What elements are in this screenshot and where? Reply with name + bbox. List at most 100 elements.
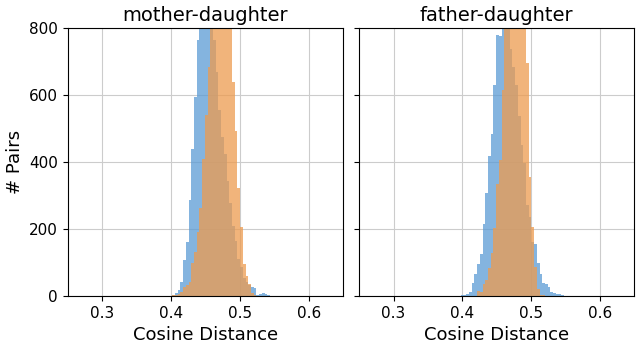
Bar (186, 285, 189, 296)
Bar (196, 232, 200, 296)
Bar (534, 244, 537, 296)
Bar (227, 181, 229, 296)
Bar (200, 6, 202, 296)
Bar (499, 36, 502, 296)
Bar (480, 293, 483, 296)
Bar (477, 291, 480, 296)
Y-axis label: # Pairs: # Pairs (6, 130, 24, 194)
Bar (461, 295, 463, 296)
Bar (483, 285, 485, 296)
Bar (504, 12, 507, 296)
Bar (504, 28, 507, 296)
Bar (243, 278, 246, 296)
Bar (509, 49, 513, 296)
Bar (207, 68, 211, 296)
Bar (213, 0, 216, 296)
Bar (213, 40, 216, 296)
Bar (515, 85, 518, 296)
Bar (235, 131, 237, 296)
Bar (477, 264, 480, 296)
X-axis label: Cosine Distance: Cosine Distance (133, 327, 278, 344)
Bar (211, 28, 213, 296)
Bar (227, 0, 229, 296)
Bar (229, 203, 232, 296)
Bar (178, 294, 180, 296)
Bar (237, 259, 240, 296)
Bar (172, 295, 175, 296)
Bar (218, 110, 221, 296)
Bar (224, 0, 227, 296)
Bar (524, 0, 526, 296)
Bar (540, 274, 542, 296)
Bar (205, 0, 207, 296)
Bar (268, 295, 270, 296)
Bar (232, 82, 235, 296)
Bar (251, 287, 253, 296)
Bar (232, 226, 235, 296)
Bar (259, 294, 262, 296)
Bar (515, 0, 518, 296)
Bar (488, 156, 491, 296)
Bar (496, 184, 499, 296)
X-axis label: Cosine Distance: Cosine Distance (424, 327, 570, 344)
Bar (524, 163, 526, 296)
Bar (248, 285, 251, 296)
Bar (561, 295, 564, 296)
Bar (246, 276, 248, 296)
Bar (207, 15, 211, 296)
Bar (248, 284, 251, 296)
Bar (545, 285, 548, 296)
Bar (513, 67, 515, 296)
Bar (537, 289, 540, 296)
Bar (240, 227, 243, 296)
Bar (183, 260, 186, 296)
Bar (491, 253, 493, 296)
Bar (221, 136, 224, 296)
Bar (548, 287, 550, 296)
Bar (518, 116, 520, 296)
Bar (559, 294, 561, 296)
Bar (526, 63, 529, 296)
Bar (237, 188, 240, 296)
Bar (180, 292, 183, 296)
Bar (531, 242, 534, 296)
Bar (229, 0, 232, 296)
Bar (469, 292, 472, 296)
Bar (221, 0, 224, 296)
Bar (537, 263, 540, 296)
Bar (216, 72, 218, 296)
Bar (191, 149, 194, 296)
Bar (202, 0, 205, 296)
Bar (499, 160, 502, 296)
Bar (509, 0, 513, 296)
Bar (235, 241, 237, 296)
Bar (493, 228, 496, 296)
Bar (480, 254, 483, 296)
Bar (540, 295, 542, 296)
Bar (502, 90, 504, 296)
Bar (202, 159, 205, 296)
Bar (542, 295, 545, 296)
Bar (531, 227, 534, 296)
Bar (180, 282, 183, 296)
Bar (507, 0, 509, 296)
Bar (175, 293, 178, 296)
Bar (251, 294, 253, 296)
Bar (194, 97, 196, 296)
Bar (240, 267, 243, 296)
Bar (253, 288, 257, 296)
Bar (507, 14, 509, 296)
Bar (472, 284, 474, 296)
Bar (183, 287, 186, 296)
Bar (178, 290, 180, 296)
Bar (243, 264, 246, 296)
Bar (485, 193, 488, 296)
Bar (264, 294, 268, 296)
Bar (518, 0, 520, 296)
Bar (253, 295, 257, 296)
Bar (246, 282, 248, 296)
Title: father-daughter: father-daughter (420, 6, 573, 25)
Bar (186, 242, 189, 296)
Bar (257, 295, 259, 296)
Bar (513, 0, 515, 296)
